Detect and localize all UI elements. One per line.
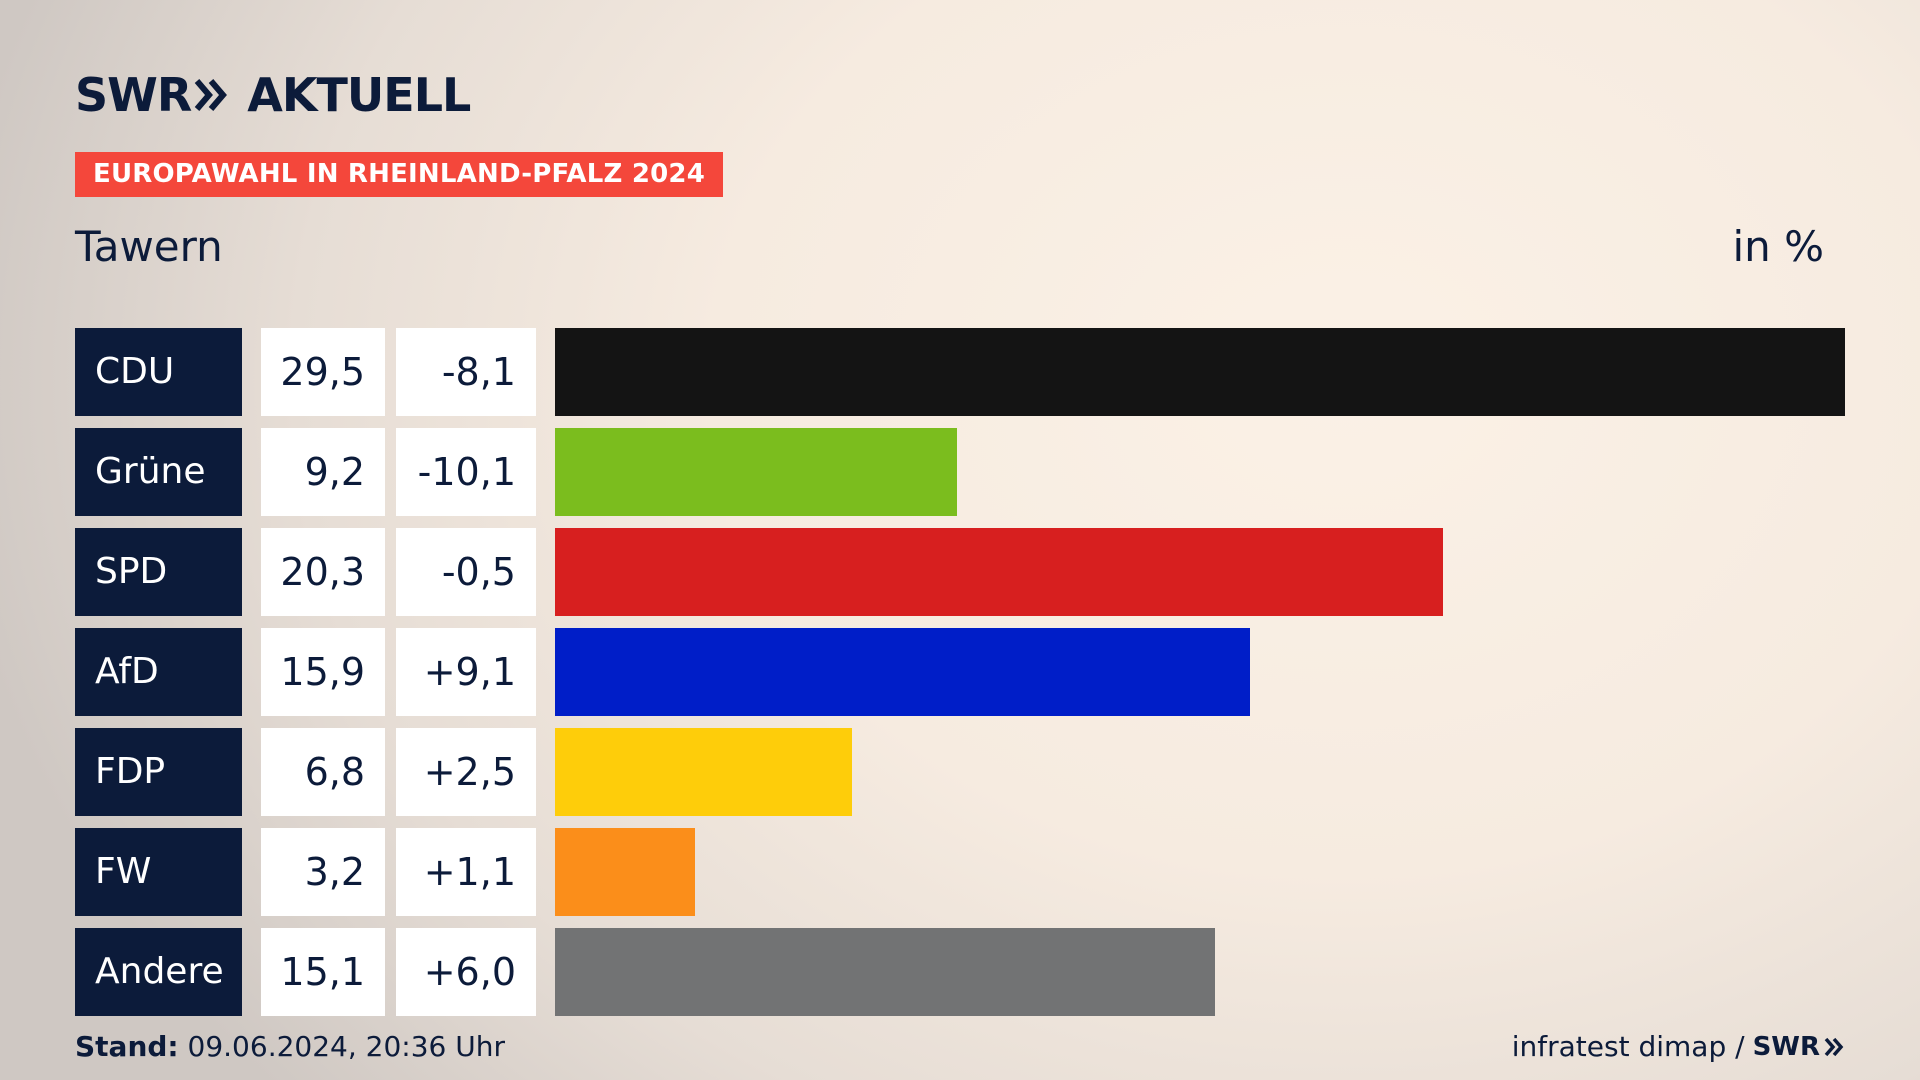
chart-row: Grüne 9,2 -10,1 xyxy=(75,428,1845,516)
party-label: AfD xyxy=(75,628,242,716)
timestamp: Stand: 09.06.2024, 20:36 Uhr xyxy=(75,1030,505,1063)
chart-row: FDP 6,8 +2,5 xyxy=(75,728,1845,816)
logo-swr-text: SWR xyxy=(75,68,192,122)
chart-row: Andere 15,1 +6,0 xyxy=(75,928,1845,1016)
swr-small-text: SWR xyxy=(1752,1031,1820,1062)
bar xyxy=(555,428,957,516)
chart-row: FW 3,2 +1,1 xyxy=(75,828,1845,916)
party-label: CDU xyxy=(75,328,242,416)
change-label: +2,5 xyxy=(396,728,536,816)
change-label: +9,1 xyxy=(396,628,536,716)
swr-aktuell-logo: SWR AKTUELL xyxy=(75,68,471,122)
chart-row: AfD 15,9 +9,1 xyxy=(75,628,1845,716)
stand-value: 09.06.2024, 20:36 Uhr xyxy=(187,1030,505,1063)
swr-small-logo: SWR xyxy=(1753,1032,1844,1062)
party-label: Andere xyxy=(75,928,242,1016)
chart-row: CDU 29,5 -8,1 xyxy=(75,328,1845,416)
change-label: -0,5 xyxy=(396,528,536,616)
change-label: +6,0 xyxy=(396,928,536,1016)
chart-row: SPD 20,3 -0,5 xyxy=(75,528,1845,616)
bar xyxy=(555,828,695,916)
party-label: FW xyxy=(75,828,242,916)
unit-label: in % xyxy=(1732,222,1824,271)
source-credit: infratest dimap / SWR xyxy=(1512,1030,1844,1063)
party-label: Grüne xyxy=(75,428,242,516)
bar xyxy=(555,928,1215,1016)
bar xyxy=(555,628,1250,716)
bar xyxy=(555,328,1845,416)
place-title: Tawern xyxy=(75,222,223,271)
value-label: 3,2 xyxy=(261,828,385,916)
party-label: SPD xyxy=(75,528,242,616)
change-label: -8,1 xyxy=(396,328,536,416)
change-label: -10,1 xyxy=(396,428,536,516)
party-label: FDP xyxy=(75,728,242,816)
change-label: +1,1 xyxy=(396,828,536,916)
bar xyxy=(555,528,1443,616)
double-chevron-right-icon xyxy=(195,79,228,111)
logo-section-text: AKTUELL xyxy=(247,68,471,122)
election-banner: EUROPAWAHL IN RHEINLAND-PFALZ 2024 xyxy=(75,152,723,197)
value-label: 15,1 xyxy=(261,928,385,1016)
bar xyxy=(555,728,852,816)
value-label: 6,8 xyxy=(261,728,385,816)
stand-label: Stand: xyxy=(75,1030,179,1063)
value-label: 20,3 xyxy=(261,528,385,616)
value-label: 15,9 xyxy=(261,628,385,716)
value-label: 29,5 xyxy=(261,328,385,416)
source-text: infratest dimap / xyxy=(1511,1030,1745,1063)
double-chevron-right-icon xyxy=(1824,1037,1844,1056)
value-label: 9,2 xyxy=(261,428,385,516)
